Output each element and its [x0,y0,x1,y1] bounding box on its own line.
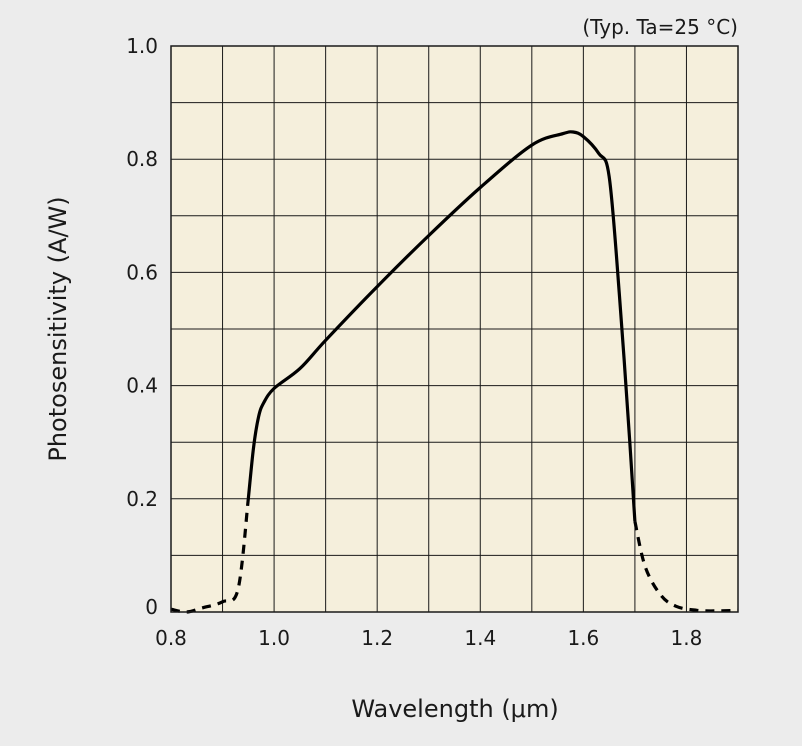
response-curve-dashed-segment [633,521,739,613]
y-tick-label: 0.2 [126,487,158,511]
x-tick-label: 1.0 [258,626,290,650]
y-axis-title: Photosensitivity (A/W) [44,196,72,461]
y-tick-label: 1.0 [126,34,158,58]
y-tick-label: 0 [145,595,158,619]
response-curve-solid-segment [246,130,637,522]
x-tick-label: 1.8 [671,626,703,650]
y-tick-label: 0.4 [126,374,158,398]
series-group [170,130,739,614]
y-tick-label: 0.6 [126,260,158,284]
conditions-note: (Typ. Ta=25 °C) [582,15,738,39]
x-axis-title: Wavelength (μm) [351,695,558,723]
tick-labels: 0.8 1.0 1.2 1.4 1.6 1.8 0 0.2 0.4 0.6 0.8 1.0 [126,34,702,650]
plot-frame [170,45,739,613]
x-tick-label: 0.8 [155,626,187,650]
y-tick-label: 0.8 [126,147,158,171]
x-tick-label: 1.6 [567,626,599,650]
x-tick-label: 1.4 [464,626,496,650]
x-tick-label: 1.2 [361,626,393,650]
